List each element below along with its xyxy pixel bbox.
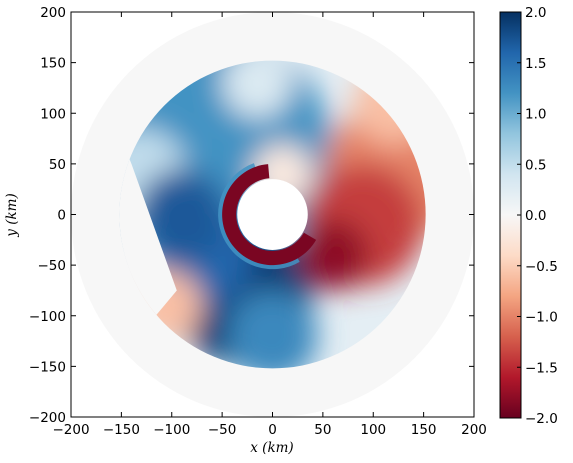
- x-tick-label: 0: [268, 422, 277, 438]
- y-axis-label: y (km): [4, 193, 20, 237]
- colorbar-tick-label: 1.5: [525, 56, 546, 72]
- field-blob-10: [297, 219, 369, 291]
- x-tick-label: −50: [208, 422, 237, 438]
- y-tick-label: 100: [40, 106, 66, 122]
- field-layer: [71, 12, 474, 417]
- y-tick-label: −200: [29, 410, 66, 426]
- x-axis-label: x (km): [250, 440, 293, 456]
- x-tick-label: 50: [314, 422, 331, 438]
- colorbar-tick-label: 1.0: [525, 107, 546, 123]
- colorbar-tick-label: −1.0: [525, 310, 558, 326]
- colorbar-tick-label: −2.0: [525, 411, 558, 427]
- x-tick-label: −150: [103, 422, 140, 438]
- y-tick-label: −100: [29, 309, 66, 325]
- colorbar-tick-label: −1.5: [525, 360, 558, 376]
- y-tick-label: 0: [57, 208, 66, 224]
- colorbar-tick-label: 0.0: [525, 208, 546, 224]
- x-tick-label: 150: [411, 422, 437, 438]
- y-tick-label: −50: [38, 258, 67, 274]
- x-tick-label: −200: [52, 422, 89, 438]
- field-blob-6: [222, 60, 293, 119]
- field-blob-4: [227, 290, 318, 369]
- y-axis-ticks: −200 −150 −100 −50 0 50 100 150 200: [29, 5, 474, 426]
- inner-ring: [222, 164, 317, 266]
- y-tick-label: 200: [40, 5, 66, 21]
- y-tick-label: 50: [49, 157, 66, 173]
- anomaly-field: [119, 60, 426, 369]
- y-tick-label: 150: [40, 56, 66, 72]
- x-axis-ticks: −200 −150 −100 −50 0 50 100 150 200: [52, 12, 487, 438]
- colorbar-tick-label: −0.5: [525, 259, 558, 275]
- field-blob-5: [136, 168, 228, 261]
- plot-area: [71, 12, 474, 417]
- x-tick-label: 100: [360, 422, 386, 438]
- colorbar-tick-label: 0.5: [525, 157, 546, 173]
- inner-hole: [237, 179, 308, 250]
- x-tick-label: −100: [153, 422, 190, 438]
- colorbar-tick-label: 2.0: [525, 5, 546, 21]
- y-tick-label: −150: [29, 359, 66, 375]
- x-tick-label: 200: [461, 422, 487, 438]
- colorbar-ticks: 2.0 1.5 1.0 0.5 0.0 −0.5 −1.0 −1.5 −2.0: [517, 5, 558, 427]
